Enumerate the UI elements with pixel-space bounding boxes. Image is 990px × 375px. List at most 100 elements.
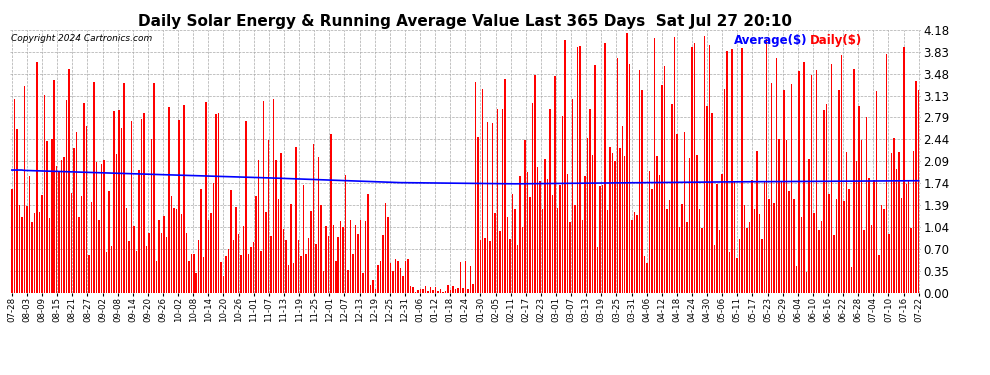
Bar	[522, 227, 524, 292]
Bar	[118, 110, 120, 292]
Bar	[911, 228, 912, 292]
Bar	[850, 267, 852, 292]
Bar	[395, 258, 396, 292]
Bar	[405, 261, 406, 292]
Bar	[737, 258, 738, 292]
Bar	[91, 202, 92, 292]
Bar	[646, 263, 647, 292]
Bar	[639, 70, 641, 292]
Bar	[839, 90, 840, 292]
Bar	[701, 228, 703, 292]
Bar	[908, 180, 910, 292]
Bar	[599, 186, 601, 292]
Bar	[711, 113, 713, 292]
Bar	[669, 200, 670, 292]
Bar	[126, 209, 128, 292]
Bar	[449, 290, 451, 292]
Bar	[549, 109, 550, 292]
Bar	[674, 37, 675, 292]
Bar	[66, 100, 67, 292]
Bar	[252, 242, 254, 292]
Bar	[753, 209, 755, 292]
Bar	[93, 82, 95, 292]
Bar	[53, 80, 55, 292]
Text: Daily($): Daily($)	[810, 34, 862, 47]
Bar	[681, 204, 683, 292]
Bar	[579, 45, 581, 292]
Bar	[260, 251, 261, 292]
Bar	[88, 255, 90, 292]
Bar	[310, 211, 312, 292]
Bar	[479, 240, 481, 292]
Bar	[467, 289, 468, 292]
Bar	[320, 205, 322, 292]
Title: Daily Solar Energy & Running Average Value Last 365 Days  Sat Jul 27 20:10: Daily Solar Energy & Running Average Val…	[139, 14, 792, 29]
Bar	[352, 254, 354, 292]
Bar	[387, 217, 389, 292]
Bar	[918, 90, 920, 292]
Bar	[58, 172, 60, 292]
Bar	[517, 245, 519, 292]
Bar	[729, 252, 730, 292]
Bar	[278, 199, 279, 292]
Bar	[129, 241, 130, 292]
Bar	[848, 189, 849, 292]
Bar	[489, 241, 491, 292]
Bar	[206, 102, 207, 292]
Bar	[564, 40, 565, 292]
Bar	[208, 220, 210, 292]
Bar	[290, 204, 292, 292]
Bar	[325, 226, 327, 292]
Bar	[497, 109, 498, 292]
Bar	[587, 138, 588, 292]
Bar	[340, 221, 342, 292]
Bar	[853, 69, 854, 292]
Bar	[841, 55, 842, 292]
Bar	[901, 198, 902, 292]
Bar	[163, 216, 164, 292]
Bar	[632, 220, 633, 292]
Bar	[786, 140, 787, 292]
Bar	[642, 90, 643, 292]
Bar	[445, 291, 446, 292]
Bar	[111, 246, 112, 292]
Bar	[499, 231, 501, 292]
Bar	[144, 113, 145, 292]
Bar	[195, 273, 197, 292]
Bar	[798, 71, 800, 292]
Bar	[796, 266, 797, 292]
Bar	[298, 240, 299, 292]
Bar	[609, 147, 611, 292]
Bar	[719, 230, 720, 292]
Bar	[246, 121, 247, 292]
Bar	[375, 289, 376, 292]
Bar	[494, 213, 496, 292]
Bar	[270, 236, 271, 292]
Bar	[459, 262, 461, 292]
Bar	[821, 221, 823, 292]
Bar	[602, 185, 603, 292]
Bar	[397, 261, 399, 292]
Bar	[520, 176, 521, 292]
Bar	[447, 285, 448, 292]
Bar	[402, 276, 404, 292]
Bar	[39, 212, 40, 292]
Bar	[440, 289, 442, 292]
Bar	[328, 236, 329, 292]
Bar	[86, 126, 87, 292]
Bar	[49, 218, 50, 292]
Bar	[469, 266, 471, 292]
Bar	[155, 261, 157, 292]
Bar	[870, 225, 872, 292]
Bar	[76, 132, 77, 292]
Bar	[422, 289, 424, 292]
Bar	[634, 212, 636, 292]
Text: Copyright 2024 Cartronics.com: Copyright 2024 Cartronics.com	[11, 34, 152, 43]
Bar	[148, 233, 149, 292]
Bar	[724, 89, 725, 292]
Bar	[457, 288, 458, 292]
Bar	[71, 193, 72, 292]
Bar	[146, 246, 148, 292]
Bar	[98, 220, 100, 292]
Bar	[694, 43, 695, 292]
